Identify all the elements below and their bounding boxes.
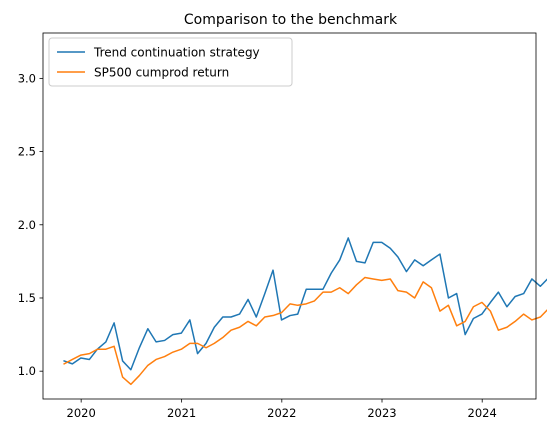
x-tick-label: 2023 [367,406,396,420]
series-layer [63,237,547,386]
y-tick-label: 2.5 [18,145,36,159]
legend: Trend continuation strategy SP500 cumprod… [48,37,293,87]
plot-area [43,33,536,399]
axes-layer: 1.0 1.5 2.0 2.5 3.0 2020 2021 2022 2023 2024 [18,32,537,420]
x-tick-label: 2021 [167,406,196,420]
legend-label: Trend continuation strategy [93,46,260,60]
x-tick-label: 2022 [267,406,296,420]
y-tick-label: 1.5 [18,291,36,305]
series-line-strategy [63,237,547,371]
chart-title: Comparison to the benchmark [184,12,398,28]
series-line-benchmark [63,276,547,386]
x-tick-label: 2020 [67,406,96,420]
y-tick-label: 3.0 [18,71,36,85]
plot-background [43,33,536,399]
y-tick-label: 2.0 [18,218,36,232]
x-tick-label: 2024 [468,406,497,420]
y-tick-label: 1.0 [18,364,36,378]
axes-frame [42,32,537,400]
legend-box [48,37,293,87]
legend-label: SP500 cumprod return [94,66,229,80]
